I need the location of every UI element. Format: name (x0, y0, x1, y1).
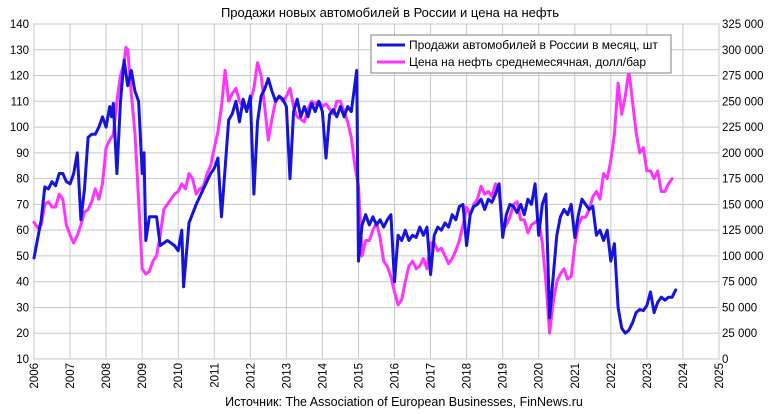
y-right-tick-label: 200 000 (722, 148, 764, 160)
y-left-tick-label: 50 (16, 251, 29, 263)
x-tick-label: 2024 (678, 362, 690, 388)
x-tick-label: 2023 (642, 363, 654, 389)
x-tick-label: 2007 (65, 363, 77, 389)
y-left-tick-label: 40 (16, 277, 29, 289)
y-right-tick-label: 225 000 (722, 122, 764, 134)
series-line-sales (32, 58, 678, 335)
y-right-tick-label: 250 000 (722, 96, 764, 108)
y-right-tick-label: 275 000 (722, 71, 764, 83)
legend: Продажи автомобилей в России в месяц, шт… (370, 34, 672, 74)
y-right-tick-label: 175 000 (722, 174, 764, 186)
x-tick-label: 2009 (137, 363, 149, 389)
y-left-tick-label: 130 (10, 45, 29, 57)
x-tick-label: 2006 (29, 363, 41, 389)
y-left-tick-label: 20 (16, 328, 29, 340)
x-tick-label: 2020 (534, 363, 546, 389)
x-tick-label: 2018 (462, 363, 474, 389)
y-right-tick-label: 325 000 (722, 19, 764, 31)
y-left-axis-ticks: 10 20 30 40 50 60 70 80 90 100 110 120 130 140 (10, 19, 29, 366)
plot-area (33, 23, 720, 360)
x-tick-label: 2014 (317, 362, 329, 388)
y-right-tick-label: 300 000 (722, 45, 764, 57)
x-tick-label: 2011 (209, 363, 221, 388)
chart-title: Продажи новых автомобилей в России и цен… (221, 5, 559, 20)
legend-label-sales: Продажи автомобилей в России в месяц, шт (409, 38, 658, 52)
x-axis-ticks: 2006 2007 2008 2009 2010 2011 2012 2013 2014 2015… (29, 362, 726, 388)
x-tick-label: 2016 (390, 363, 402, 389)
y-left-tick-label: 60 (16, 225, 29, 237)
y-left-tick-label: 10 (16, 354, 29, 366)
x-tick-label: 2021 (570, 363, 582, 389)
y-right-tick-label: 25 000 (722, 328, 757, 340)
y-right-tick-label: 75 000 (722, 277, 757, 289)
legend-box (370, 34, 672, 74)
x-tick-label: 2019 (498, 363, 510, 389)
y-right-tick-label: 125 000 (722, 225, 764, 237)
y-right-tick-label: 0 (722, 354, 728, 366)
y-right-tick-label: 150 000 (722, 199, 764, 211)
y-left-tick-label: 100 (10, 122, 29, 134)
y-right-axis-ticks: 0 25 000 50 000 75 000 100 000 125 000 150 000… (722, 19, 764, 366)
x-tick-label: 2022 (606, 363, 618, 389)
x-tick-label: 2015 (353, 363, 365, 389)
y-left-tick-label: 140 (10, 19, 29, 31)
y-left-tick-label: 80 (16, 174, 29, 186)
series-line-oil (32, 45, 674, 335)
y-right-tick-label: 50 000 (722, 302, 757, 314)
x-tick-label: 2025 (714, 363, 726, 389)
x-tick-label: 2017 (426, 363, 438, 389)
series-lines (32, 45, 678, 335)
y-left-tick-label: 120 (10, 71, 29, 83)
y-left-tick-label: 110 (11, 96, 29, 108)
y-left-tick-label: 90 (16, 148, 29, 160)
y-left-tick-label: 70 (16, 199, 29, 211)
x-tick-label: 2008 (101, 363, 113, 389)
x-tick-label: 2010 (173, 363, 185, 389)
legend-label-oil: Цена на нефть среднемесячная, долл/бар (409, 55, 646, 69)
x-tick-label: 2013 (281, 363, 293, 389)
x-tick-label: 2012 (245, 363, 257, 389)
y-right-tick-label: 100 000 (722, 251, 764, 263)
y-left-tick-label: 30 (16, 302, 29, 314)
source-note: Источник: The Association of European Bu… (225, 395, 583, 409)
